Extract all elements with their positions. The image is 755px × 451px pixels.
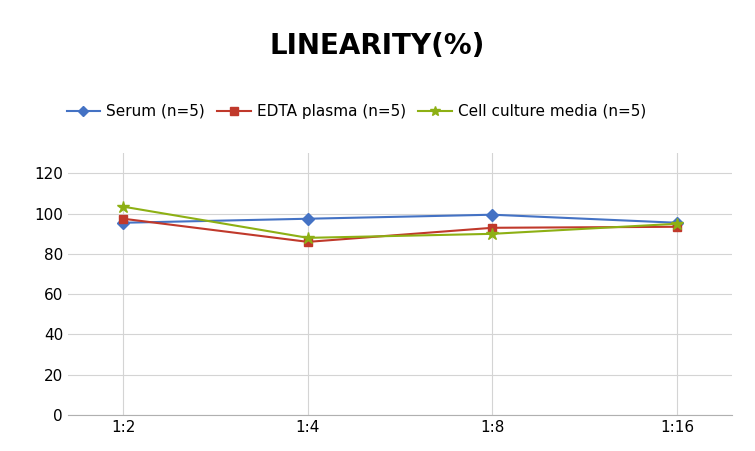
EDTA plasma (n=5) <box>488 225 497 230</box>
Serum (n=5) <box>673 220 682 226</box>
EDTA plasma (n=5) <box>119 216 128 221</box>
Cell culture media (n=5) <box>304 235 313 240</box>
Line: EDTA plasma (n=5): EDTA plasma (n=5) <box>119 215 681 246</box>
Serum (n=5) <box>119 220 128 226</box>
Cell culture media (n=5) <box>673 221 682 226</box>
Text: LINEARITY(%): LINEARITY(%) <box>270 32 485 60</box>
Serum (n=5) <box>488 212 497 217</box>
Cell culture media (n=5) <box>119 204 128 209</box>
Cell culture media (n=5) <box>488 231 497 236</box>
Legend: Serum (n=5), EDTA plasma (n=5), Cell culture media (n=5): Serum (n=5), EDTA plasma (n=5), Cell cul… <box>60 98 652 125</box>
Line: Serum (n=5): Serum (n=5) <box>119 211 681 227</box>
Serum (n=5) <box>304 216 313 221</box>
EDTA plasma (n=5) <box>304 239 313 244</box>
EDTA plasma (n=5) <box>673 224 682 230</box>
Line: Cell culture media (n=5): Cell culture media (n=5) <box>117 200 683 244</box>
